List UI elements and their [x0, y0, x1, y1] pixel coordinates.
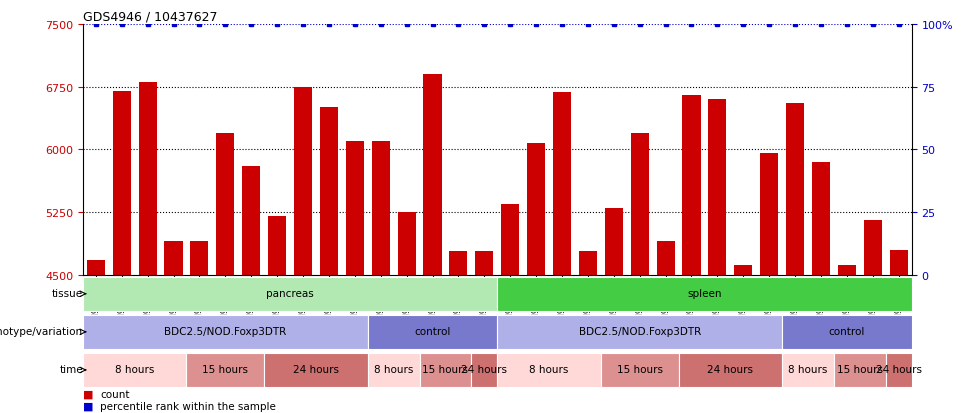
Bar [216, 133, 234, 275]
Bar [368, 353, 419, 387]
Bar [782, 353, 834, 387]
Bar [734, 265, 753, 275]
Bar [190, 242, 209, 275]
Text: 24 hours: 24 hours [876, 364, 921, 374]
Text: ■: ■ [83, 401, 94, 411]
Text: 15 hours: 15 hours [837, 364, 882, 374]
Bar [264, 353, 368, 387]
Bar [419, 353, 471, 387]
Bar [885, 353, 912, 387]
Text: BDC2.5/NOD.Foxp3DTR: BDC2.5/NOD.Foxp3DTR [164, 326, 287, 336]
Bar [601, 353, 679, 387]
Bar [368, 315, 497, 349]
Text: tissue: tissue [52, 288, 83, 298]
Bar [83, 315, 368, 349]
Text: GDS4946 / 10437627: GDS4946 / 10437627 [83, 11, 217, 24]
Bar [497, 353, 601, 387]
Bar [631, 133, 648, 275]
Text: 24 hours: 24 hours [461, 364, 507, 374]
Bar [527, 143, 545, 275]
Bar [186, 353, 264, 387]
Bar [579, 252, 597, 275]
Text: 8 hours: 8 hours [115, 364, 154, 374]
Bar [497, 315, 782, 349]
Text: spleen: spleen [687, 288, 722, 298]
Text: 15 hours: 15 hours [617, 364, 663, 374]
Bar [834, 353, 885, 387]
Bar [682, 96, 701, 275]
Text: 15 hours: 15 hours [203, 364, 249, 374]
Bar [553, 93, 571, 275]
Bar [83, 353, 186, 387]
Bar [497, 277, 912, 311]
Bar [346, 142, 364, 275]
Bar [838, 265, 856, 275]
Bar [471, 353, 497, 387]
Text: 24 hours: 24 hours [292, 364, 339, 374]
Bar [87, 260, 105, 275]
Bar [889, 250, 908, 275]
Bar [812, 162, 830, 275]
Bar [604, 208, 623, 275]
Bar [679, 353, 782, 387]
Text: 24 hours: 24 hours [707, 364, 754, 374]
Bar [371, 142, 390, 275]
Bar [449, 252, 467, 275]
Text: count: count [100, 389, 130, 399]
Bar [268, 217, 287, 275]
Bar [864, 221, 881, 275]
Bar [475, 252, 493, 275]
Bar [708, 100, 726, 275]
Text: ■: ■ [83, 389, 94, 399]
Text: 8 hours: 8 hours [374, 364, 413, 374]
Text: 8 hours: 8 hours [529, 364, 568, 374]
Text: control: control [829, 326, 865, 336]
Text: time: time [59, 364, 83, 374]
Text: control: control [414, 326, 450, 336]
Text: percentile rank within the sample: percentile rank within the sample [100, 401, 276, 411]
Bar [398, 213, 415, 275]
Bar [242, 166, 260, 275]
Text: BDC2.5/NOD.Foxp3DTR: BDC2.5/NOD.Foxp3DTR [578, 326, 701, 336]
Text: genotype/variation: genotype/variation [0, 326, 83, 336]
Text: 8 hours: 8 hours [789, 364, 828, 374]
Bar [423, 75, 442, 275]
Text: 15 hours: 15 hours [422, 364, 468, 374]
Bar [782, 315, 912, 349]
Bar [83, 277, 497, 311]
Bar [293, 88, 312, 275]
Bar [656, 242, 675, 275]
Bar [320, 108, 338, 275]
Bar [786, 104, 804, 275]
Bar [760, 154, 778, 275]
Bar [113, 92, 131, 275]
Bar [501, 204, 520, 275]
Bar [165, 242, 182, 275]
Text: pancreas: pancreas [266, 288, 314, 298]
Bar [138, 83, 157, 275]
